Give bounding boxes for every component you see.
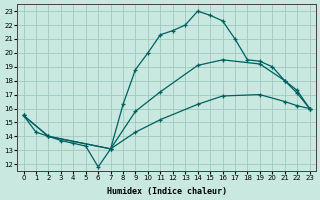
X-axis label: Humidex (Indice chaleur): Humidex (Indice chaleur) xyxy=(107,187,227,196)
